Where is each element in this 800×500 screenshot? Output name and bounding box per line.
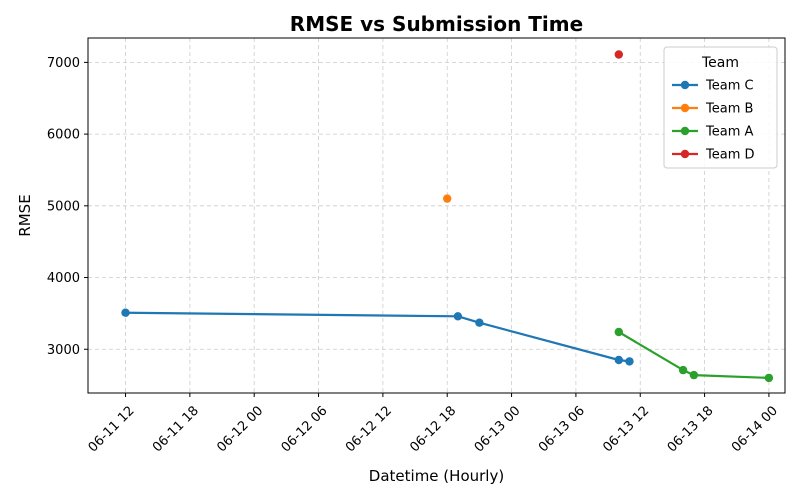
legend-label: Team B xyxy=(705,102,753,117)
data-point xyxy=(678,365,688,375)
data-point xyxy=(453,312,463,321)
data-point xyxy=(614,355,623,365)
y-tick-label: 5000 xyxy=(47,199,80,214)
data-point xyxy=(614,327,623,337)
chart-title: RMSE vs Submission Time xyxy=(290,12,583,36)
data-point xyxy=(443,194,452,203)
x-axis-label: Datetime (Hourly) xyxy=(369,467,504,485)
legend-label: Team C xyxy=(705,79,754,94)
series-layer xyxy=(121,50,774,383)
plot-frame xyxy=(87,37,786,394)
legend-swatch-marker xyxy=(680,126,690,136)
legend-item: Team B xyxy=(672,102,753,117)
series-team-d xyxy=(614,50,623,59)
data-point xyxy=(475,318,484,327)
data-point xyxy=(764,373,774,383)
series-line xyxy=(618,331,769,379)
grid xyxy=(88,38,785,393)
series-team-c xyxy=(121,308,634,366)
series-team-b xyxy=(443,194,452,203)
legend: Team Team C Team B Team A Team D xyxy=(663,46,778,169)
y-tick-label: 3000 xyxy=(47,343,80,358)
legend-items: Team C Team B Team A Team D xyxy=(672,79,755,163)
data-point xyxy=(625,357,634,366)
legend-item: Team A xyxy=(672,125,753,140)
data-point xyxy=(614,50,623,59)
legend-label: Team A xyxy=(705,125,753,140)
y-tick-label: 4000 xyxy=(47,271,80,286)
legend-box xyxy=(663,46,778,169)
y-axis-label: RMSE xyxy=(16,194,34,236)
y-tick-label: 6000 xyxy=(47,128,80,143)
legend-item: Team C xyxy=(672,79,754,94)
legend-item: Team D xyxy=(672,148,755,163)
data-point xyxy=(121,308,130,317)
legend-swatch-marker xyxy=(680,103,690,113)
legend-label: Team D xyxy=(705,148,755,163)
y-tick-label: 7000 xyxy=(47,56,80,71)
legend-title: Team xyxy=(701,55,739,71)
series-team-a xyxy=(614,327,774,383)
legend-swatch-marker xyxy=(680,149,690,159)
data-point xyxy=(689,370,699,380)
legend-swatch-marker xyxy=(680,80,690,90)
